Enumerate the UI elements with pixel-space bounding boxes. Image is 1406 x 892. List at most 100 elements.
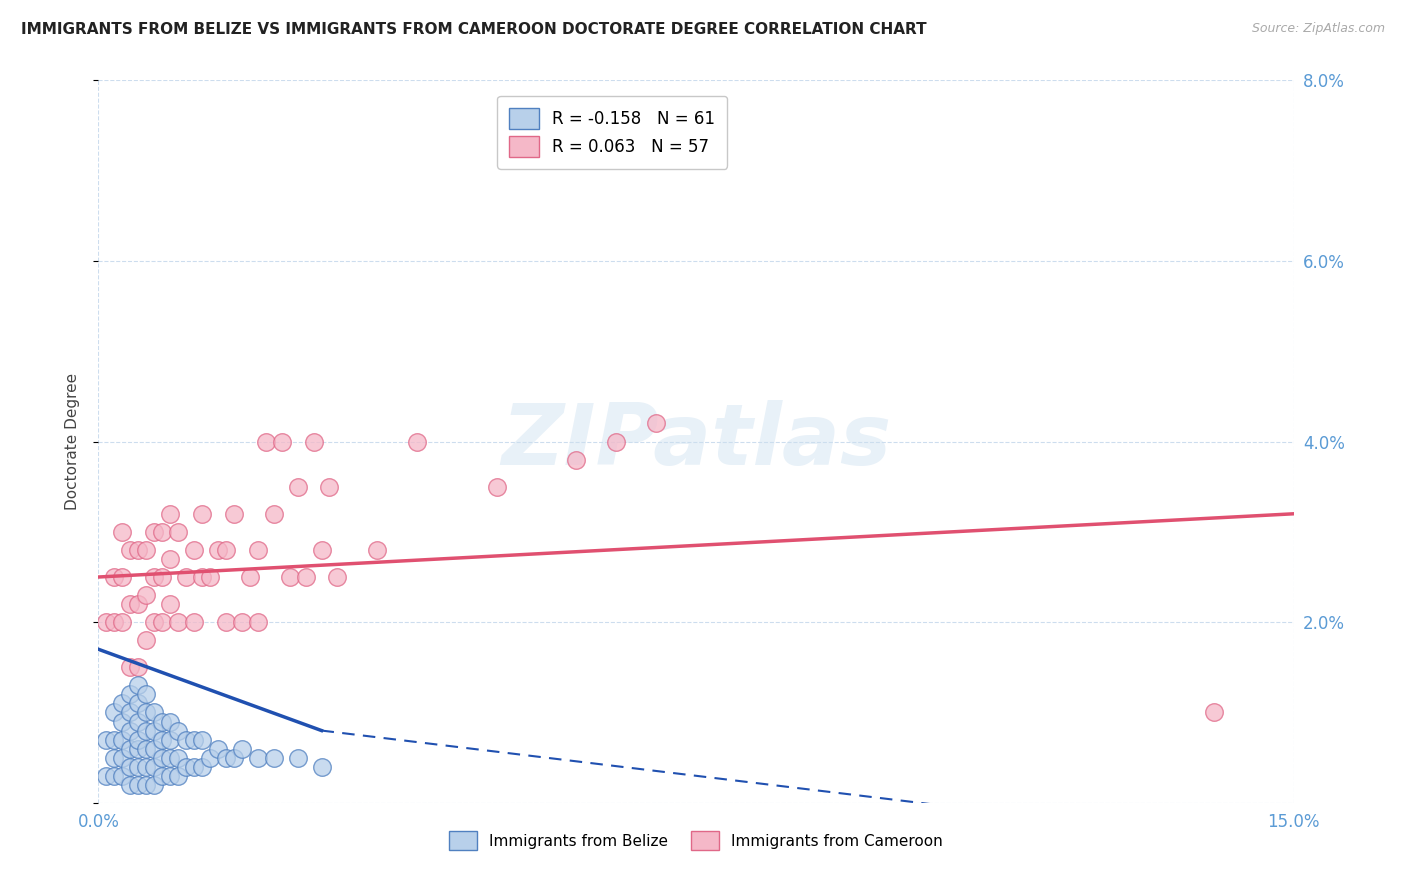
Point (143, 615, 166, 630)
Point (246, 542, 269, 557)
Point (135, 542, 157, 557)
Point (103, 732, 125, 747)
Point (159, 552, 181, 566)
Point (231, 615, 253, 630)
Point (120, 687, 142, 701)
Point (143, 741, 166, 756)
Point (111, 750, 134, 764)
Point (198, 570, 221, 584)
Point (127, 542, 149, 557)
Point (302, 434, 325, 449)
Point (1202, 706, 1225, 720)
Point (191, 507, 214, 521)
Point (143, 760, 166, 774)
Point (159, 597, 181, 611)
Point (231, 741, 253, 756)
Point (645, 417, 668, 431)
Point (263, 750, 285, 764)
Point (135, 723, 157, 738)
Point (215, 615, 238, 630)
Y-axis label: Doctorate Degree: Doctorate Degree (65, 373, 80, 510)
Point (143, 524, 166, 539)
Point (143, 706, 166, 720)
Point (406, 434, 429, 449)
Point (135, 687, 157, 701)
Point (191, 732, 214, 747)
Point (111, 524, 134, 539)
Point (174, 760, 197, 774)
Point (159, 732, 181, 747)
Point (120, 597, 142, 611)
Point (254, 434, 277, 449)
Point (135, 778, 157, 792)
Point (135, 760, 157, 774)
Point (120, 723, 142, 738)
Point (96, 615, 118, 630)
Point (120, 542, 142, 557)
Point (135, 741, 157, 756)
Point (183, 615, 205, 630)
Point (127, 714, 149, 729)
Point (111, 769, 134, 783)
Point (96, 732, 118, 747)
Point (150, 750, 173, 764)
Point (159, 750, 181, 764)
Point (215, 750, 238, 764)
Point (120, 778, 142, 792)
Point (150, 769, 173, 783)
Point (120, 660, 142, 674)
Point (111, 570, 134, 584)
Point (167, 769, 190, 783)
Point (222, 750, 245, 764)
Point (127, 741, 149, 756)
Point (143, 723, 166, 738)
Point (174, 570, 197, 584)
Point (294, 570, 316, 584)
Point (326, 570, 349, 584)
Point (287, 750, 309, 764)
Point (270, 434, 292, 449)
Point (143, 778, 166, 792)
Point (198, 750, 221, 764)
Point (135, 633, 157, 648)
Point (191, 570, 214, 584)
Point (127, 778, 149, 792)
Point (263, 507, 285, 521)
Point (127, 760, 149, 774)
Point (222, 507, 245, 521)
Point (311, 542, 333, 557)
Point (167, 615, 190, 630)
Point (605, 434, 627, 449)
Point (120, 760, 142, 774)
Point (111, 714, 134, 729)
Point (127, 732, 149, 747)
Point (103, 615, 125, 630)
Point (183, 732, 205, 747)
Point (127, 697, 149, 711)
Point (103, 570, 125, 584)
Point (96, 769, 118, 783)
Point (111, 697, 134, 711)
Text: Source: ZipAtlas.com: Source: ZipAtlas.com (1251, 22, 1385, 36)
Point (150, 524, 173, 539)
Point (246, 615, 269, 630)
Point (159, 769, 181, 783)
Point (150, 714, 173, 729)
Point (174, 732, 197, 747)
Point (485, 480, 508, 494)
Point (311, 760, 333, 774)
Point (183, 760, 205, 774)
Point (207, 741, 229, 756)
Point (127, 678, 149, 692)
Point (127, 597, 149, 611)
Point (167, 524, 190, 539)
Point (120, 706, 142, 720)
Point (318, 480, 340, 494)
Text: ZIPatlas: ZIPatlas (501, 400, 891, 483)
Point (111, 732, 134, 747)
Point (565, 452, 588, 467)
Point (159, 714, 181, 729)
Point (167, 750, 190, 764)
Point (135, 706, 157, 720)
Point (287, 480, 309, 494)
